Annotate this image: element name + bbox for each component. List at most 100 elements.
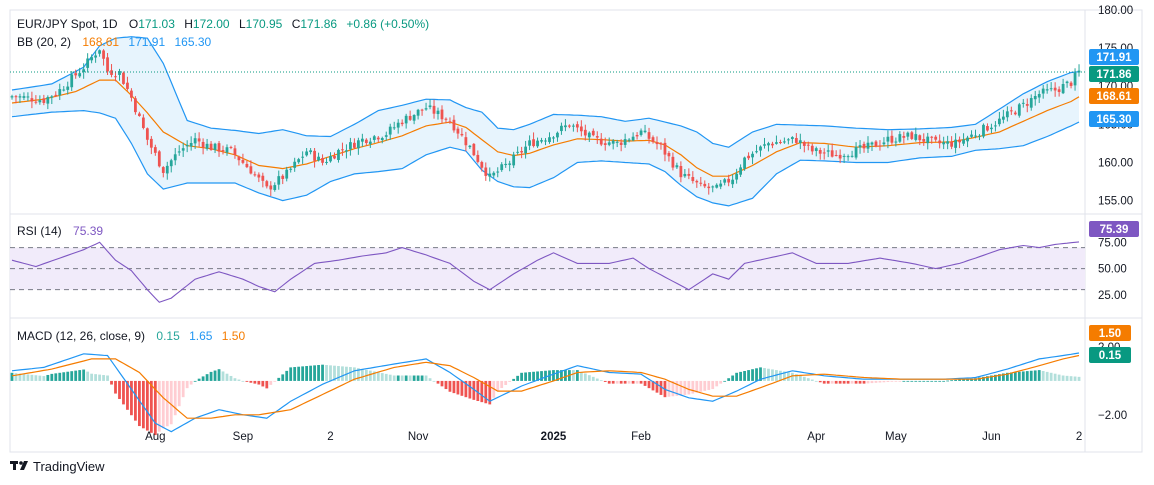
candle-body [643, 130, 647, 133]
tradingview-logo[interactable]: TradingView [10, 459, 105, 474]
candle [918, 134, 922, 146]
candle-body [874, 141, 878, 147]
macd-histogram-bar [86, 371, 90, 381]
macd-histogram-bar [1021, 371, 1025, 381]
candle [548, 132, 551, 144]
candle-body [444, 118, 448, 120]
candle-body [372, 136, 376, 140]
candle [966, 135, 969, 148]
bb-name: BB (20, 2) [17, 35, 71, 49]
candle [767, 141, 770, 152]
candle-body [416, 109, 420, 116]
macd-histogram-bar [78, 370, 82, 381]
candle [452, 115, 456, 133]
macd-histogram-bar [595, 378, 599, 381]
candle-body [918, 135, 922, 141]
macd-signal-value: 1.50 [222, 329, 246, 343]
rsi-legend: RSI (14) 75.39 [17, 224, 103, 238]
candle [564, 119, 567, 132]
candle-body [356, 140, 360, 149]
badge-macd-hist: 0.15 [1089, 347, 1131, 363]
candle [173, 148, 177, 166]
candle-body [548, 137, 551, 143]
candle [998, 111, 1001, 127]
candle [126, 76, 129, 91]
symbol-label: EUR/JPY Spot, 1D [17, 17, 118, 31]
macd-histogram-bar [452, 380, 456, 394]
macd-histogram-bar [460, 380, 464, 396]
candle [950, 136, 954, 150]
candle [30, 91, 34, 109]
candle-body [392, 127, 396, 129]
candle-body [683, 173, 687, 177]
candle [364, 138, 368, 146]
candle-body [731, 179, 735, 185]
candle [635, 132, 639, 140]
candle [560, 122, 563, 135]
candle [571, 123, 575, 132]
macd-histogram-bar [615, 380, 619, 384]
candle [611, 139, 615, 150]
candle-body [90, 57, 94, 61]
candle-body [687, 173, 691, 176]
candle-body [305, 151, 309, 156]
rsi-tick-label: 50.00 [1098, 264, 1127, 276]
candle [492, 171, 496, 179]
candle-body [241, 159, 245, 163]
macd-histogram-bar [341, 366, 344, 381]
candle-body [536, 140, 539, 147]
candle [1069, 81, 1073, 89]
candle-body [986, 126, 989, 131]
time-tick-label: 2 [327, 431, 333, 443]
candle-body [325, 161, 328, 163]
candle [659, 141, 663, 150]
macd-histogram-bar [98, 374, 101, 381]
macd-histogram-bar [281, 374, 285, 381]
macd-histogram-bar [90, 373, 94, 381]
candle-body [786, 139, 790, 141]
macd-histogram-bar [277, 377, 281, 381]
rsi-value: 75.39 [73, 224, 103, 238]
candle-body [1017, 104, 1021, 116]
macd-histogram-bar [293, 367, 297, 381]
candle-body [464, 137, 468, 146]
open-value: 171.03 [138, 17, 175, 31]
candle [1045, 83, 1049, 94]
macd-histogram-bar [329, 365, 332, 381]
macd-histogram-bar [838, 380, 842, 384]
candle-body [309, 150, 312, 153]
candle [189, 136, 193, 151]
candle-body [504, 163, 508, 166]
candle-body [297, 159, 301, 163]
macd-histogram-bar [269, 380, 273, 385]
macd-histogram-bar [165, 380, 169, 427]
macd-histogram-bar [372, 371, 376, 381]
macd-histogram-bar [1077, 376, 1081, 381]
time-tick-label: May [885, 431, 907, 443]
candle [779, 139, 782, 145]
candle-body [739, 167, 742, 175]
macd-histogram-bar [747, 370, 750, 381]
candle [723, 177, 727, 186]
candle [10, 94, 14, 100]
candle [735, 168, 739, 184]
candle-body [189, 142, 193, 147]
macd-histogram-bar [424, 375, 428, 381]
macd-histogram-bar [643, 380, 647, 386]
candle-body [862, 143, 866, 149]
candle-body [102, 50, 105, 59]
candle-body [1033, 96, 1037, 100]
candle [958, 136, 961, 149]
candle-body [1029, 98, 1033, 108]
rsi-tick-label: 25.00 [1098, 290, 1127, 302]
bb-basis-value: 168.61 [82, 35, 119, 49]
candle-body [181, 148, 185, 151]
candle-body [552, 137, 555, 139]
badge-bb-basis: 168.61 [1089, 88, 1139, 104]
candle [476, 150, 480, 164]
candle [938, 134, 942, 149]
candle-body [882, 142, 886, 145]
candle [667, 151, 671, 162]
candle-body [54, 94, 58, 96]
